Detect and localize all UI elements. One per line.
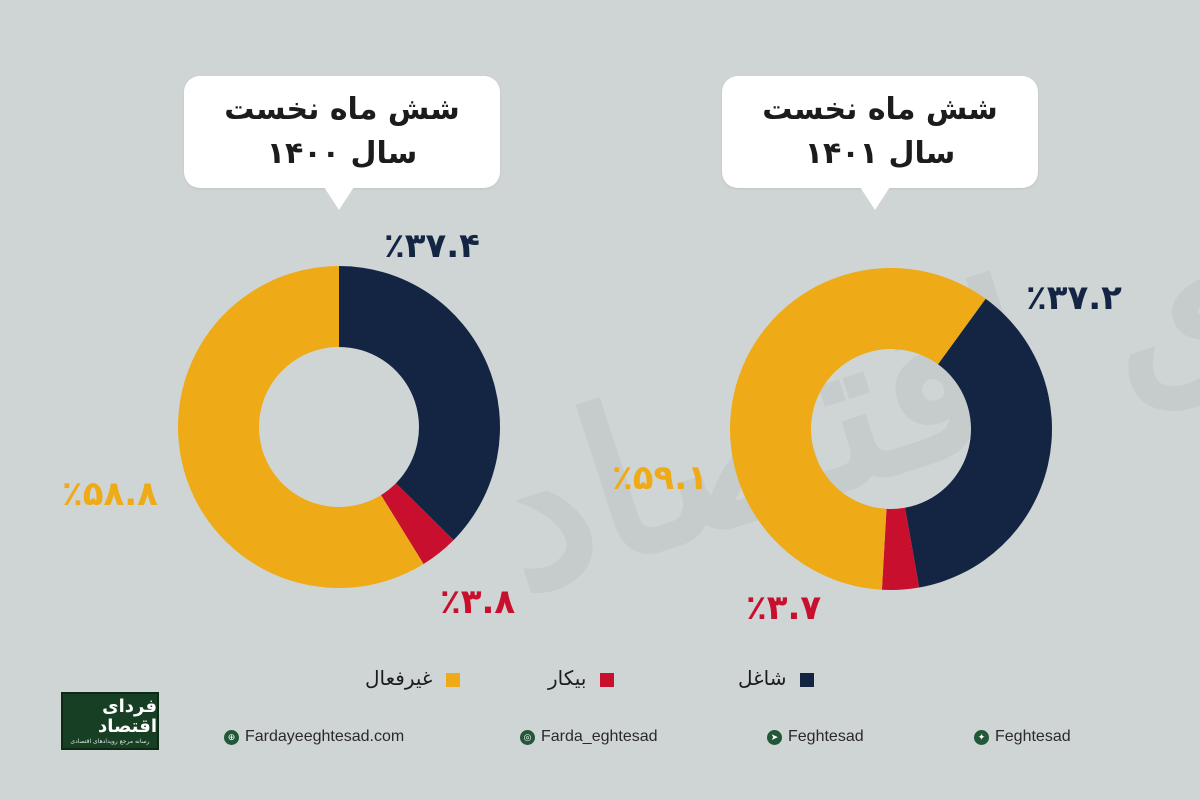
left-donut-slice-inactive <box>178 266 424 588</box>
social-website-label: Fardayeeghtesad.com <box>245 728 405 745</box>
right-employed-pct: ٪۳۷.۲ <box>1026 278 1122 318</box>
social-website[interactable]: ⊕ Fardayeeghtesad.com <box>224 728 404 746</box>
left-donut-chart <box>178 266 501 588</box>
left-donut-slice-employed <box>339 266 501 541</box>
brand-logo-title: فردای اقتصاد <box>97 695 157 737</box>
left-donut-slice-unemployed <box>381 483 454 565</box>
right-chart-title-line1: شش ماه نخست <box>762 92 998 127</box>
legend-employed: شاغل <box>738 666 815 690</box>
legend-unemployed: بیکار <box>548 666 615 690</box>
right-chart-title-callout: شش ماه نخست سال ۱۴۰۱ <box>722 76 1038 210</box>
right-donut-slice-inactive <box>730 267 986 590</box>
legend-inactive-label: غیرفعال <box>365 666 433 690</box>
legend-inactive-swatch <box>446 673 461 687</box>
social-telegram[interactable]: ➤ Feghtesad <box>767 728 864 746</box>
left-chart-title-line2: سال ۱۴۰۰ <box>266 136 418 171</box>
legend-employed-swatch <box>800 673 815 687</box>
brand-logo: فردای اقتصاد رسانه مرجع رویدادهای اقتصاد… <box>61 692 159 750</box>
social-instagram-label: Farda_eghtesad <box>541 728 658 745</box>
right-donut-slice-employed <box>905 298 1052 588</box>
left-chart-title-line1: شش ماه نخست <box>224 92 460 127</box>
legend-unemployed-label: بیکار <box>548 666 587 690</box>
globe-icon: ⊕ <box>224 729 239 745</box>
left-inactive-pct: ٪۵۸.۸ <box>62 474 158 514</box>
twitter-icon: ✦ <box>974 729 989 745</box>
legend-inactive: غیرفعال <box>365 666 461 690</box>
right-unemployed-pct: ٪۳.۷ <box>746 588 822 628</box>
left-unemployed-pct: ٪۳.۸ <box>440 582 516 622</box>
right-donut-slice-unemployed <box>881 507 920 590</box>
instagram-icon: ◎ <box>520 729 535 745</box>
left-employed-pct: ٪۳۷.۴ <box>384 226 480 266</box>
right-inactive-pct: ٪۵۹.۱ <box>612 458 708 498</box>
social-instagram[interactable]: ◎ Farda_eghtesad <box>520 728 658 746</box>
legend-unemployed-swatch <box>600 673 615 687</box>
social-twitter[interactable]: ✦ Feghtesad <box>974 728 1071 746</box>
social-twitter-label: Feghtesad <box>995 728 1071 745</box>
brand-logo-subtitle: رسانه مرجع رویدادهای اقتصادی <box>70 737 150 745</box>
social-telegram-label: Feghtesad <box>788 728 864 745</box>
right-chart-title-line2: سال ۱۴۰۱ <box>804 136 956 171</box>
left-chart-title-callout: شش ماه نخست سال ۱۴۰۰ <box>184 76 500 210</box>
telegram-icon: ➤ <box>767 729 782 745</box>
legend-employed-label: شاغل <box>738 666 787 690</box>
right-donut-chart <box>730 267 1052 590</box>
